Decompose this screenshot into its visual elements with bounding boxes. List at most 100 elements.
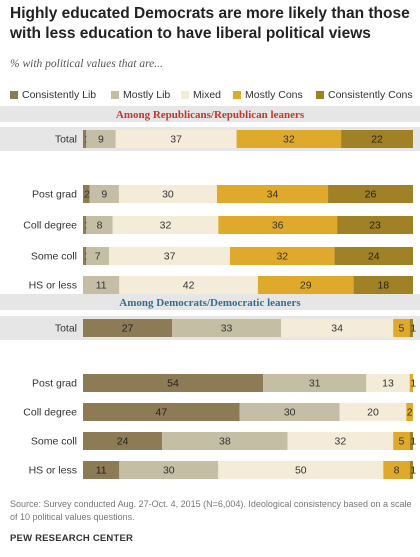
bar-rep-coll-degree-consistently-lib <box>83 216 87 234</box>
data-label-dem-hs-or-less-consistently-cons: 1 <box>410 465 416 477</box>
credit-line: PEW RESEARCH CENTER <box>10 533 134 544</box>
legend: Consistently Lib Mostly Lib Mixed Mostly… <box>10 88 414 102</box>
data-label-dem-total-consistently-cons: 1 <box>410 323 416 335</box>
data-label-dem-hs-or-less-mostly-lib: 30 <box>163 465 175 477</box>
legend-item-consistently-lib: Consistently Lib <box>10 88 96 102</box>
bar-rep-some-coll-mostly-lib <box>86 247 110 265</box>
bar-rep-some-coll-mixed <box>109 247 231 265</box>
row-label-dem-total: Total <box>55 323 77 335</box>
legend-label-mixed: Mixed <box>193 89 222 101</box>
bar-rep-post-grad-consistently-lib <box>83 185 90 203</box>
bar-dem-total-consistently-lib <box>83 319 173 337</box>
row-label-rep-post-grad: Post grad <box>32 189 77 201</box>
bar-rep-coll-degree-consistently-cons <box>337 216 413 234</box>
legend-swatch-mostly-lib <box>111 91 119 99</box>
legend-swatch-consistently-lib <box>10 91 18 99</box>
bar-dem-hs-or-less-mostly-lib <box>119 461 219 479</box>
bar-dem-hs-or-less-consistently-lib <box>83 461 120 479</box>
data-label-dem-hs-or-less-mostly-cons: 8 <box>394 465 400 477</box>
row-label-rep-some-coll: Some coll <box>31 251 77 263</box>
bar-dem-post-grad-mostly-lib <box>263 374 367 392</box>
row-label-dem-hs-or-less: HS or less <box>29 465 77 477</box>
bar-dem-post-grad-consistently-lib <box>83 374 263 392</box>
bar-dem-hs-or-less-mostly-cons <box>383 461 410 479</box>
data-label-dem-total-consistently-lib: 27 <box>122 323 134 335</box>
row-label-rep-coll-degree: Coll degree <box>23 220 77 232</box>
data-label-dem-coll-degree-mostly-lib: 30 <box>284 407 296 419</box>
bar-dem-coll-degree-mixed <box>339 403 407 421</box>
bar-dem-some-coll-mostly-cons <box>393 432 410 450</box>
bar-rep-post-grad-mostly-lib <box>89 185 119 203</box>
data-label-rep-some-coll-consistently-cons: 24 <box>368 251 380 263</box>
data-label-dem-some-coll-mostly-cons: 5 <box>399 436 405 448</box>
legend-item-mostly-lib: Mostly Lib <box>111 88 170 102</box>
bar-rep-total-mostly-cons <box>236 130 342 148</box>
data-label-dem-post-grad-mostly-cons: 1 <box>410 378 416 390</box>
legend-label-consistently-lib: Consistently Lib <box>22 89 97 101</box>
bar-dem-coll-degree-consistently-lib <box>83 403 240 421</box>
data-label-dem-post-grad-consistently-lib: 54 <box>167 378 179 390</box>
bar-dem-post-grad-mixed <box>366 374 410 392</box>
bar-rep-total-consistently-cons <box>341 130 413 148</box>
bar-rep-hs-or-less-mostly-lib <box>83 276 120 294</box>
bar-rep-some-coll-consistently-cons <box>334 247 413 265</box>
data-label-rep-hs-or-less-mostly-lib: 11 <box>96 280 107 292</box>
bar-dem-some-coll-mixed <box>287 432 394 450</box>
data-label-dem-coll-degree-mostly-cons: 2 <box>407 407 413 419</box>
chart-subtitle: % with political values that are... <box>10 58 163 70</box>
row-label-dem-some-coll: Some coll <box>31 436 77 448</box>
bar-rep-some-coll-consistently-lib <box>83 247 87 265</box>
data-label-rep-hs-or-less-consistently-cons: 18 <box>377 280 389 292</box>
data-label-dem-hs-or-less-consistently-lib: 11 <box>96 465 107 477</box>
data-label-dem-some-coll-mixed: 32 <box>335 436 347 448</box>
bar-rep-hs-or-less-consistently-cons <box>353 276 413 294</box>
data-label-rep-post-grad-consistently-cons: 26 <box>365 189 377 201</box>
legend-swatch-mixed <box>181 91 189 99</box>
data-label-dem-total-mostly-cons: 5 <box>399 323 405 335</box>
bar-dem-total-mixed <box>281 319 394 337</box>
data-label-rep-coll-degree-consistently-cons: 23 <box>369 220 381 232</box>
data-label-rep-coll-degree-mostly-cons: 36 <box>272 220 284 232</box>
data-label-dem-post-grad-mixed: 13 <box>382 378 394 390</box>
data-label-rep-hs-or-less-mixed: 42 <box>183 280 195 292</box>
bar-dem-post-grad-mostly-cons <box>409 374 413 392</box>
bar-rep-coll-degree-mixed <box>112 216 219 234</box>
data-label-dem-some-coll-mostly-lib: 38 <box>219 436 231 448</box>
bar-rep-post-grad-consistently-cons <box>328 185 413 203</box>
legend-label-consistently-cons: Consistently Cons <box>328 89 413 101</box>
bar-rep-hs-or-less-mostly-cons <box>257 276 354 294</box>
bar-rep-coll-degree-mostly-cons <box>218 216 338 234</box>
source-note: Source: Survey conducted Aug. 27-Oct. 4,… <box>10 499 412 522</box>
data-label-rep-total-mostly-cons: 32 <box>283 134 295 146</box>
data-label-rep-total-consistently-cons: 22 <box>371 134 383 146</box>
bar-rep-coll-degree-mostly-lib <box>86 216 113 234</box>
group-heading-band-dem <box>0 294 420 310</box>
data-label-rep-some-coll-mixed: 37 <box>164 251 176 263</box>
bar-dem-total-mostly-cons <box>393 319 410 337</box>
data-label-dem-hs-or-less-mixed: 50 <box>295 465 307 477</box>
bar-rep-post-grad-mostly-cons <box>216 185 329 203</box>
data-label-rep-total-mixed: 37 <box>170 134 182 146</box>
bar-rep-hs-or-less-mixed <box>119 276 258 294</box>
data-label-rep-post-grad-mixed: 30 <box>162 189 174 201</box>
bar-dem-coll-degree-mostly-cons <box>406 403 413 421</box>
group-heading-rep: Among Republicans/Republican leaners <box>116 109 305 121</box>
legend-item-mixed: Mixed <box>181 88 221 102</box>
data-label-rep-hs-or-less-mostly-cons: 29 <box>300 280 312 292</box>
bar-rep-some-coll-mostly-cons <box>230 247 335 265</box>
bar-dem-hs-or-less-mixed <box>218 461 384 479</box>
bar-dem-some-coll-consistently-lib <box>83 432 163 450</box>
legend-item-consistently-cons: Consistently Cons <box>316 88 413 102</box>
bar-rep-total-consistently-lib <box>83 130 87 148</box>
data-label-dem-some-coll-consistently-cons: 1 <box>410 436 416 448</box>
data-label-rep-post-grad-mostly-lib: 9 <box>101 189 107 201</box>
bar-dem-total-consistently-cons <box>409 319 413 337</box>
bar-dem-some-coll-consistently-cons <box>409 432 413 450</box>
legend-swatch-consistently-cons <box>316 91 324 99</box>
bar-rep-post-grad-mixed <box>118 185 217 203</box>
chart-title: Highly educated Democrats are more likel… <box>10 5 410 42</box>
bar-dem-total-mostly-lib <box>172 319 281 337</box>
data-label-rep-total-mostly-lib: 9 <box>98 134 104 146</box>
data-label-dem-coll-degree-consistently-lib: 47 <box>155 407 167 419</box>
